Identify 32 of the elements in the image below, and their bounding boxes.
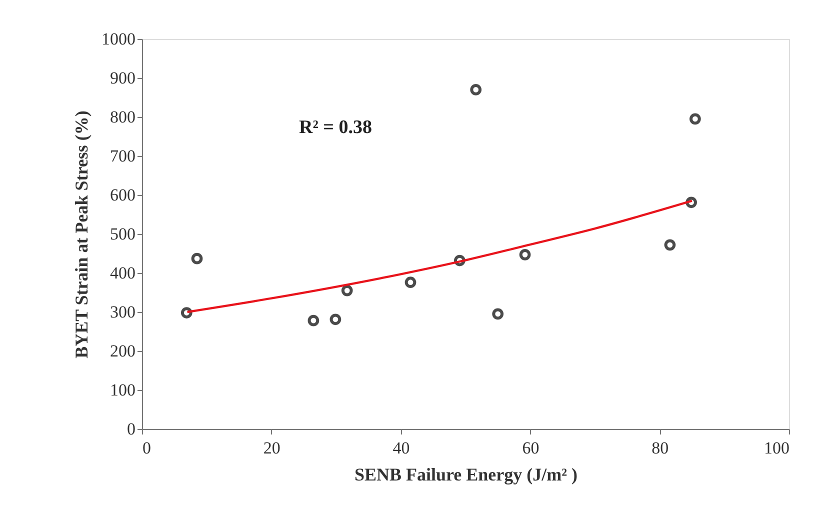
line-series: [186, 200, 694, 314]
y-tick-label: 100: [110, 380, 136, 400]
x-tick-label: 0: [142, 438, 151, 458]
point: [470, 84, 482, 96]
y-tick-label: 1000: [102, 30, 136, 48]
x-tick-label: 80: [652, 438, 669, 458]
y-axis-title: BYET Strain at Peak Stress (%): [72, 110, 92, 358]
y-tick-label: 600: [110, 186, 136, 204]
y-tick-label: 800: [110, 108, 136, 126]
y-tick-label: 400: [110, 264, 136, 282]
annotation: R² = 0.38: [299, 117, 372, 138]
x-tick-label: 40: [392, 438, 410, 458]
y-tick-label: 900: [110, 68, 136, 88]
point: [180, 307, 192, 318]
point: [308, 314, 320, 326]
y-tick-label: 200: [110, 342, 136, 360]
point: [404, 276, 416, 288]
x-axis-title: SENB Failure Energy (J/m² ): [354, 464, 578, 484]
point: [690, 113, 701, 125]
point: [664, 239, 676, 251]
x-tick-label: 20: [263, 438, 280, 458]
y-tick-label: 0: [127, 420, 136, 438]
x-tick-label: 100: [764, 438, 790, 458]
y-tick-label: 700: [110, 146, 136, 166]
point: [191, 252, 203, 264]
point: [519, 248, 531, 260]
y-tick-label: 500: [110, 224, 136, 244]
x-tick-label: 60: [522, 438, 540, 458]
point: [341, 284, 353, 296]
y-tick-label: 300: [110, 302, 136, 322]
point: [330, 314, 342, 326]
point: [492, 308, 504, 320]
